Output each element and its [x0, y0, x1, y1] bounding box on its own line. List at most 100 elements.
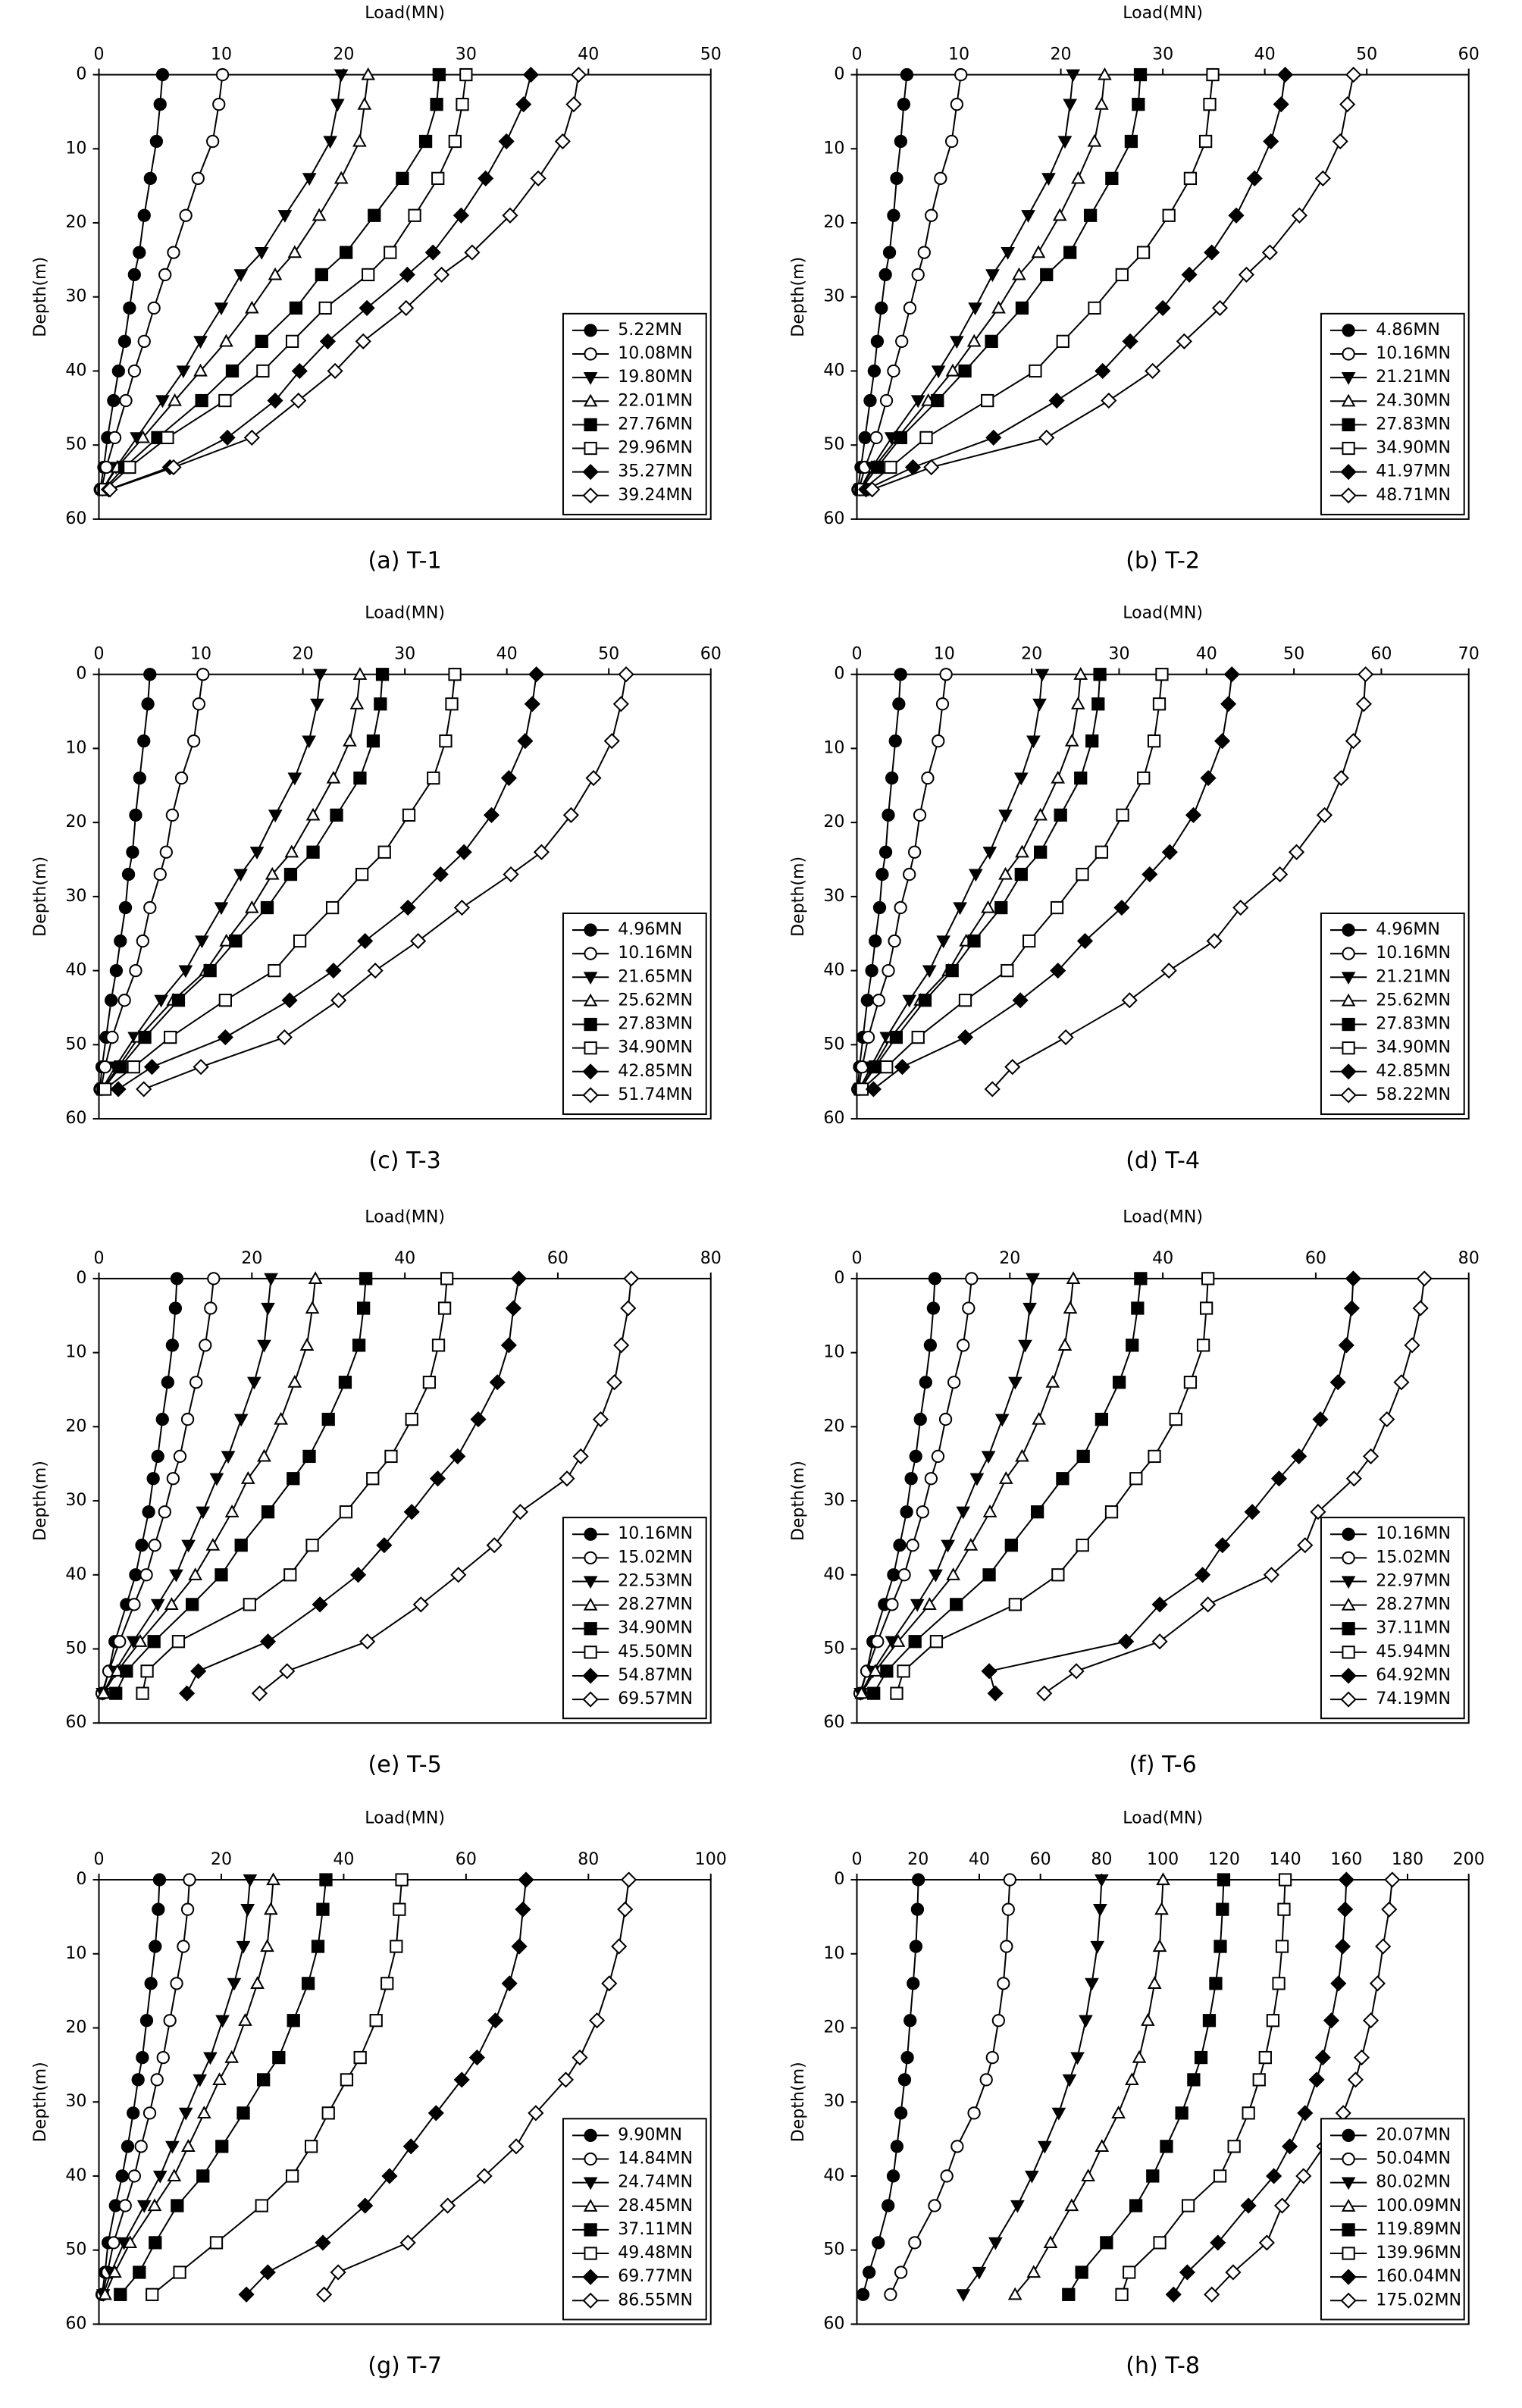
x-tick-label: 140 [1269, 1850, 1301, 1869]
y-tick-label: 50 [823, 1639, 844, 1658]
marker [287, 245, 302, 258]
marker [1093, 668, 1107, 681]
legend-label: 21.21MN [1376, 368, 1451, 387]
x-tick-label: 20 [241, 1249, 262, 1268]
marker [1001, 1902, 1015, 1916]
x-tick-label: 180 [1392, 1850, 1423, 1869]
marker [177, 1940, 190, 1953]
marker [366, 734, 380, 748]
marker [1095, 362, 1111, 380]
marker [1013, 772, 1029, 786]
marker [218, 393, 232, 408]
marker [293, 934, 307, 948]
x-tick-label: 60 [547, 1249, 568, 1268]
marker [149, 1940, 162, 1953]
series-line [108, 74, 532, 490]
marker [118, 900, 133, 915]
legend-label: 34.90MN [618, 1038, 693, 1057]
marker [359, 1633, 376, 1650]
marker [123, 2235, 138, 2249]
x-tick-label: 80 [1091, 1850, 1112, 1869]
marker [1187, 2073, 1201, 2087]
marker [338, 1376, 352, 1389]
marker [133, 2266, 146, 2279]
marker [456, 98, 469, 111]
y-tick-label: 50 [823, 1035, 844, 1054]
marker [981, 393, 994, 408]
marker [863, 393, 877, 408]
y-tick-label: 50 [65, 2240, 86, 2259]
y-axis-title: Depth(m) [789, 1461, 808, 1541]
x-tick-label: 200 [1453, 1850, 1485, 1869]
marker [352, 1339, 366, 1352]
marker [1165, 2286, 1182, 2303]
marker [127, 1060, 140, 1074]
marker [424, 244, 441, 261]
marker [126, 845, 139, 859]
legend-label: 34.90MN [1376, 439, 1451, 458]
x-tick-label: 10 [948, 45, 969, 64]
marker [352, 667, 368, 680]
legend-marker [1342, 347, 1355, 361]
chart-caption: (g) T-7 [368, 2353, 442, 2379]
y-tick-label: 10 [823, 139, 844, 158]
marker [219, 333, 233, 347]
x-axis-title: Load(MN) [1123, 603, 1203, 622]
marker [1288, 844, 1305, 860]
marker [325, 963, 342, 979]
chart-caption: (c) T-3 [368, 1148, 440, 1174]
legend-label: 22.97MN [1376, 1571, 1451, 1590]
marker [432, 866, 449, 883]
marker [299, 1338, 315, 1351]
marker [143, 171, 157, 186]
legend-label: 28.27MN [1376, 1595, 1451, 1614]
marker [962, 1301, 976, 1315]
marker [431, 1339, 446, 1352]
y-tick-label: 0 [76, 1269, 86, 1288]
legend-label: 35.27MN [618, 462, 693, 481]
legend-marker [1342, 1646, 1355, 1659]
y-tick-label: 20 [65, 213, 86, 232]
marker [1206, 932, 1223, 950]
marker [1070, 2052, 1085, 2065]
marker [133, 1634, 148, 1647]
marker [923, 459, 940, 476]
y-tick-label: 0 [834, 65, 844, 84]
marker [1056, 1472, 1069, 1486]
marker [264, 1902, 278, 1915]
marker [305, 807, 321, 821]
legend-marker [1342, 441, 1355, 456]
series-line [143, 674, 628, 1090]
marker [374, 697, 387, 711]
marker [1240, 2197, 1257, 2214]
marker [316, 1902, 330, 1916]
marker [966, 333, 982, 347]
marker [895, 334, 909, 348]
marker [431, 171, 445, 186]
marker [1375, 1938, 1392, 1955]
marker [476, 2168, 493, 2184]
marker [399, 899, 416, 916]
marker [858, 431, 872, 445]
marker [396, 171, 409, 186]
legend-marker [1340, 2269, 1357, 2285]
legend-label: 24.30MN [1376, 391, 1451, 410]
marker [1083, 208, 1098, 222]
marker [1008, 1598, 1022, 1611]
marker [1214, 1940, 1227, 1953]
legend-marker [584, 418, 597, 432]
marker [988, 2237, 1003, 2250]
marker [167, 246, 180, 259]
marker [180, 1412, 195, 1426]
marker [1040, 268, 1054, 282]
marker [136, 430, 150, 443]
legend-marker [584, 923, 597, 937]
series-line [114, 1278, 367, 1694]
marker [119, 393, 133, 408]
marker [1345, 733, 1362, 750]
legend-label: 24.74MN [618, 2173, 693, 2192]
legend-label: 41.97MN [1376, 462, 1451, 481]
marker [290, 392, 307, 409]
y-tick-label: 10 [65, 139, 86, 158]
marker [405, 1412, 418, 1426]
